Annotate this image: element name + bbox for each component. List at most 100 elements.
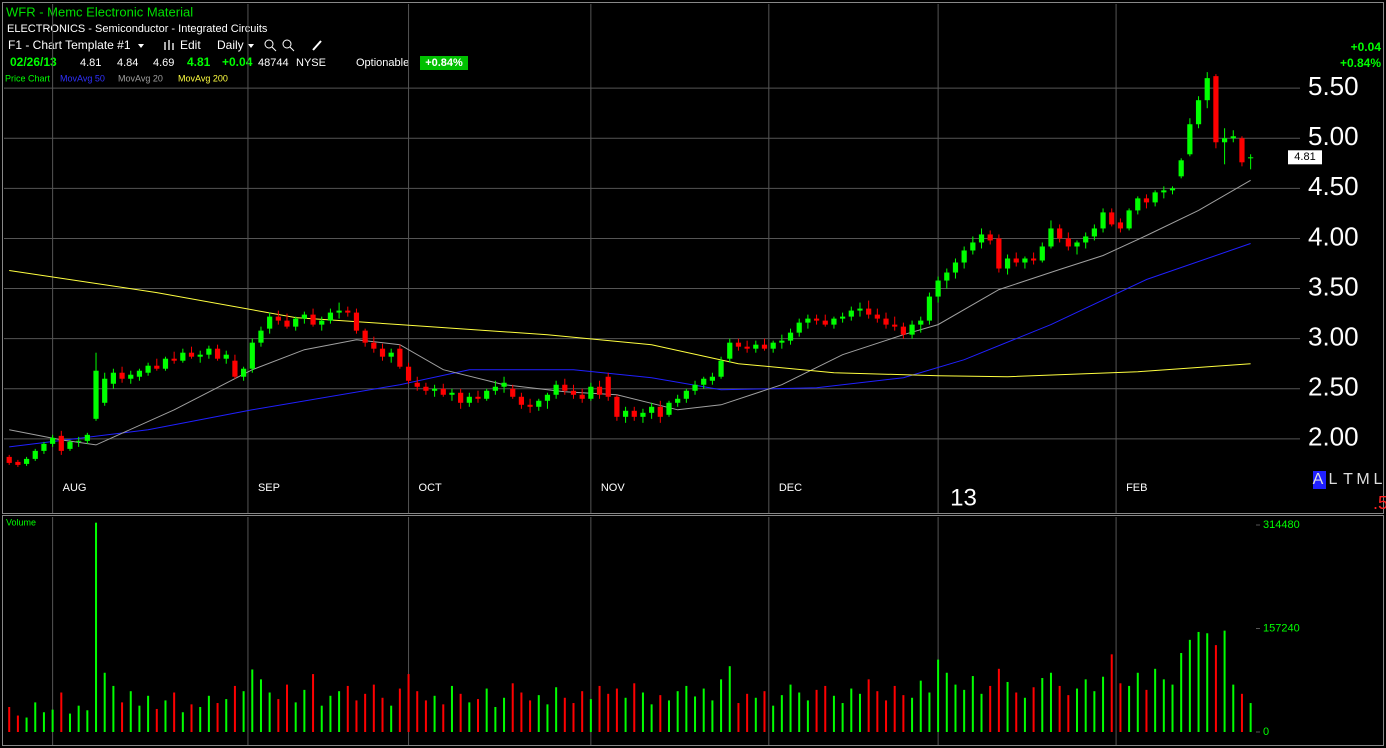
draw-tool-icon[interactable] (312, 40, 322, 51)
quote-change: +0.04 (222, 55, 253, 69)
volume-bar (1084, 679, 1087, 732)
volume-bar (971, 676, 974, 732)
symbol-title: WFR - Memc Electronic Material (6, 4, 193, 19)
optionable: Optionable (356, 57, 409, 69)
volume-bar (164, 700, 167, 732)
volume-bar (581, 691, 584, 732)
volume-bar (1067, 695, 1070, 732)
candle-body (510, 388, 516, 397)
period-menu[interactable]: Daily (217, 38, 244, 52)
y-tick-label: 4.00 (1308, 221, 1359, 251)
y-tick-label: 2.00 (1308, 422, 1359, 452)
tab[interactable]: M (1356, 471, 1369, 488)
volume-bar (190, 704, 193, 732)
year-label: 13 (950, 484, 977, 511)
candle-body (822, 320, 828, 325)
candle-body (449, 392, 455, 395)
candle-body (371, 342, 377, 349)
volume-bar (381, 697, 384, 732)
candle-body (683, 390, 689, 399)
candle-body (145, 365, 151, 373)
candle-body (405, 366, 412, 381)
candle-body (197, 354, 203, 357)
right-change: +0.04 (1351, 40, 1382, 54)
candle-body (458, 392, 464, 403)
volume-bar (173, 692, 176, 732)
candle-body (640, 412, 646, 417)
volume-bar (477, 699, 479, 732)
volume-bar (980, 693, 983, 732)
y-tick-label: 3.50 (1308, 271, 1359, 301)
edit-button[interactable]: Edit (180, 38, 201, 52)
volume-bar (1232, 684, 1235, 732)
candle-body (188, 352, 195, 357)
volume-bar (242, 691, 245, 732)
candle-body (1187, 124, 1193, 155)
tab[interactable]: L (1329, 471, 1338, 488)
tab[interactable]: T (1343, 471, 1353, 488)
volume-bar (963, 689, 966, 732)
candle-body (301, 314, 307, 319)
candle-body (440, 388, 446, 395)
candle-body (761, 344, 768, 349)
corner-text: .5 (1373, 493, 1386, 513)
template-menu[interactable]: F1 - Chart Template #1 (8, 38, 131, 52)
volume-bar (95, 522, 98, 732)
volume-bar (659, 695, 662, 732)
volume-bar (937, 659, 940, 732)
candle-body (1022, 258, 1028, 263)
x-tick-label: FEB (1126, 482, 1147, 494)
volume-bar (685, 685, 688, 732)
volume-bar (667, 700, 670, 732)
volume-bar (1110, 654, 1113, 732)
candle-body (110, 372, 116, 384)
volume-bar (1145, 689, 1148, 732)
volume-bar (286, 684, 289, 732)
volume-bar (147, 695, 150, 732)
legend-price: Price Chart (5, 73, 51, 83)
volume-bar (563, 697, 566, 732)
candle-body (770, 342, 776, 349)
volume-bar (867, 679, 870, 732)
volume-bar (459, 693, 462, 732)
x-tick-label: SEP (258, 482, 280, 494)
zoom-out-icon[interactable] (282, 39, 295, 52)
candle-body (267, 316, 273, 329)
volume-bar (199, 706, 202, 732)
candle-body (327, 312, 334, 321)
candle-body (657, 406, 663, 417)
candle-body (1169, 188, 1176, 191)
volume-bar (1049, 672, 1052, 732)
quote-close: 4.81 (187, 55, 211, 69)
volume-label: Volume (6, 517, 36, 527)
volume-bar (155, 708, 158, 732)
candle-body (518, 396, 525, 405)
candle-body (883, 318, 889, 325)
tab[interactable]: A (1313, 471, 1324, 488)
tab[interactable]: L (1374, 471, 1383, 488)
candle-body (796, 322, 802, 333)
volume-bar (68, 713, 71, 732)
candle-body (527, 404, 533, 407)
candle-body (1074, 242, 1080, 247)
quote-open: 4.81 (80, 57, 101, 69)
zoom-in-icon[interactable] (264, 39, 277, 52)
candle-body (1161, 190, 1167, 193)
volume-bar (1119, 683, 1122, 732)
volume-bar (442, 704, 445, 732)
volume-bar (346, 685, 349, 732)
candle-body (223, 354, 229, 359)
candle-body (284, 320, 290, 327)
candle-body (414, 382, 420, 387)
last-price-box (1288, 150, 1322, 165)
volume-bar (989, 685, 992, 732)
candle-body (1143, 198, 1150, 203)
volume-bar (112, 685, 115, 732)
volume-bar (546, 704, 549, 732)
candle-body (397, 348, 403, 367)
y-tick-label: 5.50 (1308, 71, 1359, 101)
candle-body (675, 398, 681, 403)
moving-average (9, 270, 1251, 378)
candle-body (171, 358, 177, 361)
